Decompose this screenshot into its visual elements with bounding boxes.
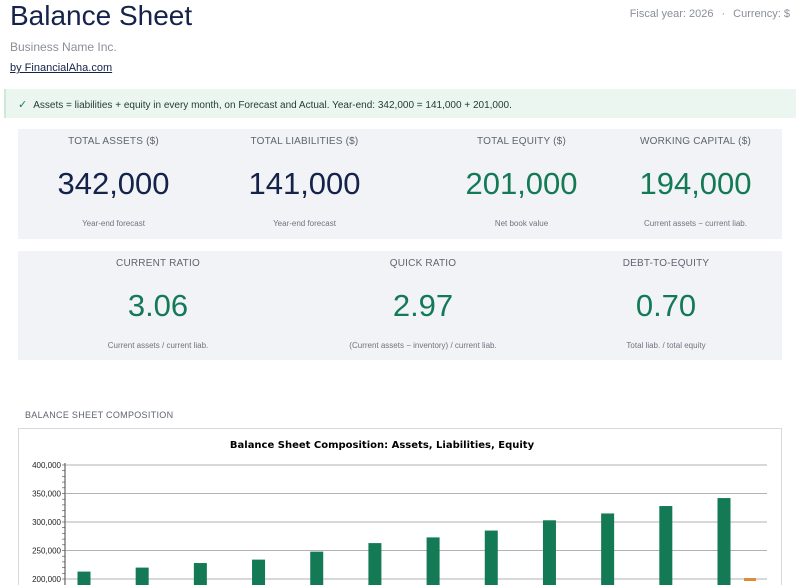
section-title: BALANCE SHEET COMPOSITION: [25, 410, 174, 420]
y-tick-label: 250,000: [32, 547, 61, 556]
bar: [717, 498, 731, 585]
bar: [310, 551, 324, 585]
kpi-label: TOTAL LIABILITIES ($): [250, 136, 359, 147]
kpi-label: DEBT-TO-EQUITY: [622, 258, 710, 269]
bar: [77, 571, 91, 585]
bar: [368, 543, 382, 585]
kpi-value: 194,000: [639, 166, 752, 201]
kpi-label: TOTAL EQUITY ($): [477, 136, 566, 147]
kpi-label: QUICK RATIO: [389, 258, 457, 269]
kpi-total-equity: TOTAL EQUITY ($) 201,000 Net book value: [426, 136, 617, 228]
kpi-total-assets: TOTAL ASSETS ($) 342,000 Year-end foreca…: [18, 136, 209, 228]
kpi-label: CURRENT RATIO: [116, 258, 200, 269]
kpi-value: 2.97: [392, 288, 454, 323]
bar-marker: [744, 578, 756, 581]
y-tick-label: 400,000: [32, 461, 61, 470]
kpi-current-ratio: CURRENT RATIO 3.06 Current assets / curr…: [43, 258, 273, 350]
bar: [193, 563, 207, 585]
kpi-subtext: Net book value: [494, 219, 549, 228]
y-tick-label: 300,000: [32, 518, 61, 527]
kpi-subtext: Year-end forecast: [82, 219, 145, 228]
kpi-value: 141,000: [248, 166, 361, 201]
kpi-debt-to-equity: DEBT-TO-EQUITY 0.70 Total liab. / total …: [551, 258, 781, 350]
page-title: Balance Sheet: [10, 0, 193, 31]
y-tick-label: 350,000: [32, 490, 61, 499]
y-tick-label: 200,000: [32, 575, 61, 584]
balance-check-text: Assets = liabilities + equity in every m…: [33, 100, 512, 111]
kpi-label: WORKING CAPITAL ($): [639, 136, 752, 147]
kpi-value: 0.70: [635, 288, 697, 323]
bar: [542, 520, 556, 585]
kpi-total-liabilities: TOTAL LIABILITIES ($) 141,000 Year-end f…: [209, 136, 400, 228]
currency-label: Currency: $: [733, 8, 790, 20]
kpi-value: 3.06: [127, 288, 189, 323]
kpi-subtext: Total liab. / total equity: [626, 341, 706, 350]
chart-title: Balance Sheet Composition: Assets, Liabi…: [229, 440, 535, 451]
kpi-subtext: (Current assets − inventory) / current l…: [349, 341, 497, 350]
kpi-value: 201,000: [465, 166, 578, 201]
business-name: Business Name Inc.: [10, 40, 117, 54]
chart-container: [18, 428, 782, 585]
bar: [252, 559, 266, 585]
kpi-subtext: Current assets − current liab.: [644, 219, 747, 228]
kpi-label: TOTAL ASSETS ($): [68, 136, 159, 147]
kpi-panel-top: TOTAL ASSETS ($) 342,000 Year-end foreca…: [18, 129, 782, 239]
fiscal-year-label: Fiscal year: 2026: [629, 8, 714, 20]
bar: [135, 567, 149, 585]
kpi-value: 342,000: [57, 166, 170, 201]
header-meta: Fiscal year: 2026 · Currency: $: [630, 8, 790, 20]
bar: [601, 513, 615, 585]
meta-separator: ·: [721, 8, 726, 20]
kpi-subtext: Current assets / current liab.: [107, 341, 209, 350]
kpi-panel-ratios: CURRENT RATIO 3.06 Current assets / curr…: [18, 251, 782, 360]
check-icon: ✓: [18, 99, 28, 111]
balance-check-banner: ✓ Assets = liabilities + equity in every …: [4, 89, 796, 118]
financialaha-link[interactable]: by FinancialAha.com: [10, 62, 113, 74]
bar: [426, 537, 440, 585]
kpi-quick-ratio: QUICK RATIO 2.97 (Current assets − inven…: [308, 258, 538, 350]
bar: [484, 530, 498, 585]
bar: [659, 506, 673, 585]
kpi-subtext: Year-end forecast: [273, 219, 336, 228]
kpi-working-capital: WORKING CAPITAL ($) 194,000 Current asse…: [600, 136, 791, 228]
